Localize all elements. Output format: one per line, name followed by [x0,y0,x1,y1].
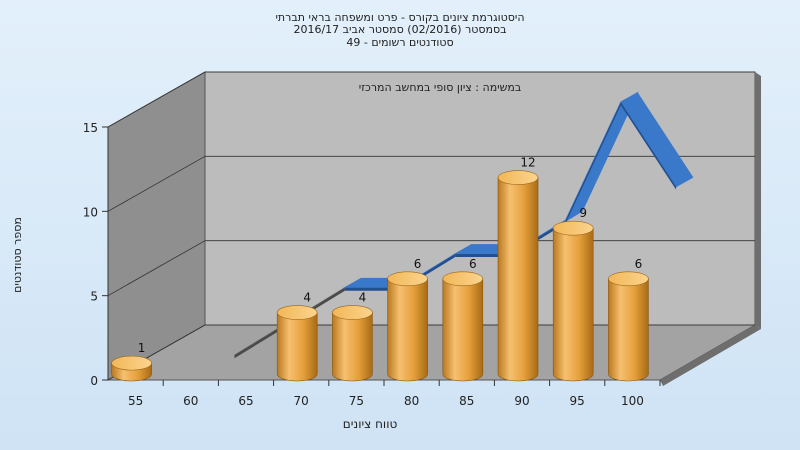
line-series-edge [344,287,401,291]
gridline-side [107,71,206,128]
bar-top [332,305,373,320]
y-tick-label: 0 [90,374,98,388]
bar-body [552,227,594,382]
chart-title: היסטוגרמת ציונים בקורס - פרט ומשפחה בראי… [275,11,525,24]
x-tick-label: 85 [459,394,474,408]
chart-subtitle: במשימה : ציון סופי במחשב המרכזי [358,81,522,94]
x-tick-label: 90 [514,394,529,408]
x-tick-label: 65 [238,394,253,408]
back-wall-edge [755,72,761,329]
x-axis-label: טווח ציונים [342,417,398,431]
bar-value-label: 4 [303,291,311,305]
bar [276,305,318,382]
bar-value-label: 6 [469,257,477,271]
chart-title-line-3: סטודנטים רשומים - 49 [346,36,454,49]
bar-body [276,312,318,382]
bar-value-label: 12 [520,156,535,170]
floor [106,324,757,381]
x-tick-label: 60 [183,394,198,408]
bar-body [442,278,484,382]
bar [552,220,594,382]
bar-top [387,271,428,287]
y-tick-label: 10 [83,205,98,219]
floor-edge [660,325,761,386]
bar [442,271,484,382]
bar-top [442,271,484,287]
line-series-edge [565,102,621,224]
x-tick-label: 75 [349,394,364,408]
bar-value-label: 4 [359,291,367,305]
chart-title-line-2: בסמסטר (02/2016) סמסטר אביב 2016/17 [293,23,507,36]
x-tick-label: 100 [621,394,644,408]
bar-value-label: 6 [414,257,422,271]
x-tick-label: 95 [570,394,585,408]
line-series-edge [620,102,677,190]
line-series-edge [455,254,511,258]
x-tick-label: 80 [404,394,419,408]
bar [387,271,428,382]
bar [332,305,373,382]
bar-top [111,355,152,371]
bar-body [387,278,428,382]
bar-top [552,220,594,236]
x-tick-label: 55 [128,394,143,408]
bar-value-label: 9 [579,206,587,220]
bar-body [608,278,649,382]
x-tick-label: 70 [294,394,309,408]
bar-value-label: 1 [138,341,146,355]
bar-top [608,271,649,287]
gridline-side [107,240,206,297]
y-axis-label: מספר סטודנטים [11,217,24,293]
bar [497,170,539,382]
bar-top [497,170,539,185]
bar [111,355,152,382]
gridline-side [107,155,206,212]
bar-body [332,312,373,382]
bar-value-label: 6 [635,257,643,271]
y-tick-label: 15 [83,121,98,135]
bar-top [276,305,318,320]
y-tick-label: 5 [90,290,98,304]
bar [608,271,649,382]
bar-body [497,177,539,382]
line-series-edge [234,321,290,359]
